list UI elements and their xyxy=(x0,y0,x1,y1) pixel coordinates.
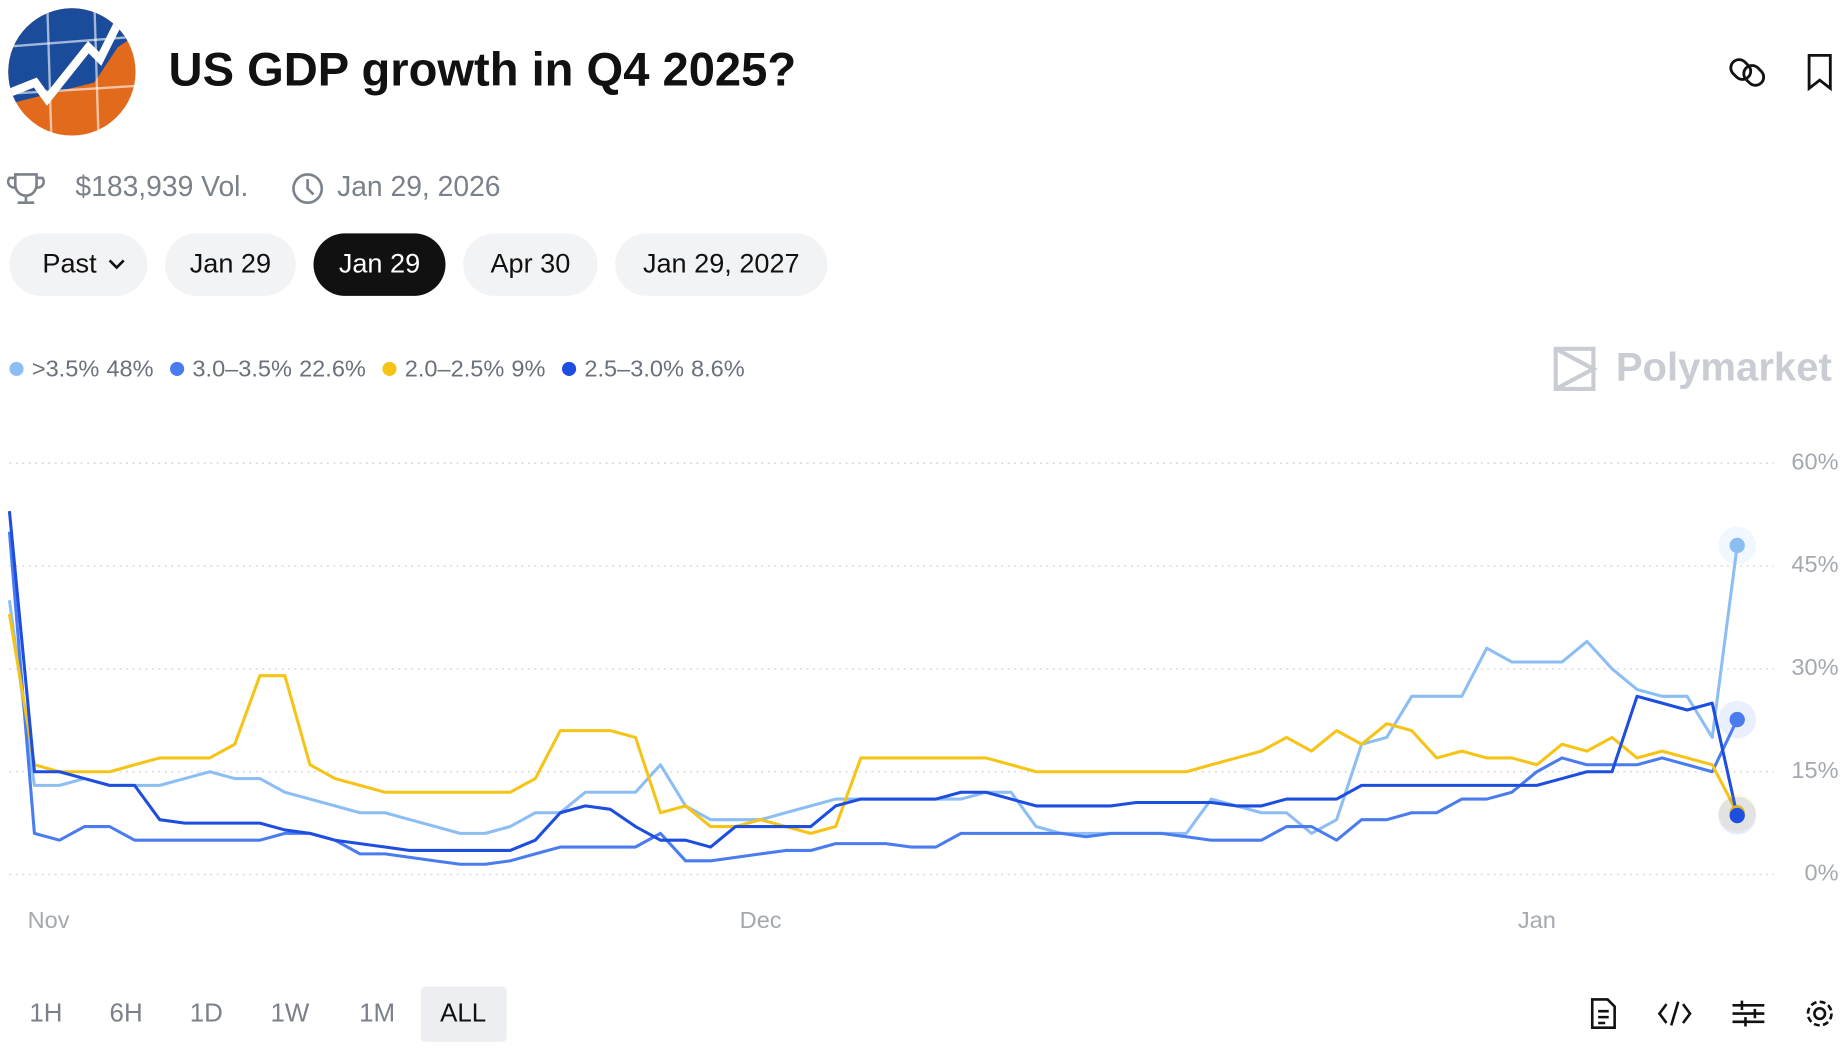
series-line xyxy=(7,531,1739,866)
legend-value: 48% xyxy=(106,355,153,381)
range-label: 1H xyxy=(29,1000,62,1028)
legend-value: 8.6% xyxy=(691,355,745,381)
tab-label: Apr 30 xyxy=(490,247,570,278)
tab-bg xyxy=(313,233,446,296)
range-button[interactable]: 1H xyxy=(29,1000,62,1028)
range-label: 1W xyxy=(270,1000,309,1028)
series-line xyxy=(7,511,1739,852)
range-button[interactable]: 1W xyxy=(270,1000,309,1028)
bookmark-button[interactable] xyxy=(1807,53,1832,92)
embed-button[interactable] xyxy=(1657,1001,1692,1026)
series-line xyxy=(7,613,1739,835)
dropdown-caret xyxy=(108,259,125,270)
legend-dot xyxy=(170,361,185,376)
settings-button[interactable] xyxy=(1806,1000,1833,1027)
x-tick-label: Dec xyxy=(740,907,782,933)
y-tick-label: 30% xyxy=(1791,654,1838,680)
date-tab[interactable]: Jan 29 xyxy=(313,233,446,296)
link-button[interactable] xyxy=(1727,56,1767,89)
date-tab[interactable]: Past xyxy=(9,233,148,296)
tab-bg xyxy=(615,233,828,296)
y-tick-label: 60% xyxy=(1791,448,1838,474)
endpoint-dot xyxy=(1729,711,1745,728)
volume: $183,939 Vol. xyxy=(75,170,248,202)
date-tab[interactable]: Jan 29, 2027 xyxy=(615,233,828,296)
endpoint-dot xyxy=(1729,537,1745,554)
series-line xyxy=(7,545,1739,835)
y-tick-label: 0% xyxy=(1805,860,1839,886)
watermark-text: Polymarket xyxy=(1616,346,1832,390)
x-tick-label: Jan xyxy=(1518,907,1556,933)
range-button[interactable]: 1M xyxy=(359,1000,395,1028)
range-label: 1D xyxy=(190,1000,223,1028)
market-title: US GDP growth in Q4 2025? xyxy=(169,43,797,96)
date-tab[interactable]: Apr 30 xyxy=(463,233,598,296)
market-logo xyxy=(8,8,136,136)
plot: 0% 15% 30% 45% 60% Nov Dec Jan xyxy=(7,448,1839,933)
legend-value: 9% xyxy=(511,355,545,381)
range-label: 1M xyxy=(359,1000,395,1028)
trophy-icon xyxy=(6,173,45,205)
range-label: ALL xyxy=(440,1000,486,1028)
date-tabs: Past Jan 29 Jan 29 Apr 30 Jan 29, 2027 xyxy=(9,233,828,296)
legend-dot xyxy=(382,361,397,376)
watermark: Polymarket xyxy=(1553,346,1832,391)
chart-tools xyxy=(1590,998,1833,1030)
tab-bg xyxy=(9,233,148,296)
endpoint-dot xyxy=(1729,807,1745,824)
range-label: 6H xyxy=(110,1000,143,1028)
clock-icon xyxy=(292,173,324,205)
tab-label: Jan 29, 2027 xyxy=(643,247,800,278)
tab-bg xyxy=(165,233,296,296)
time-ranges: 1H 6H 1D 1W 1M ALL xyxy=(29,986,507,1042)
y-tick-label: 15% xyxy=(1791,757,1838,783)
tab-bg xyxy=(463,233,598,296)
legend-value: 22.6% xyxy=(299,355,366,381)
legend-name: 2.0–2.5% xyxy=(405,355,505,381)
doc-button[interactable] xyxy=(1590,998,1616,1030)
range-button[interactable]: 6H xyxy=(110,1000,143,1028)
tab-label: Past xyxy=(42,247,97,278)
range-bg xyxy=(420,986,507,1042)
legend-dot xyxy=(9,361,24,376)
x-tick-label: Nov xyxy=(28,907,70,933)
range-button[interactable]: ALL xyxy=(420,986,507,1042)
legend-name: >3.5% xyxy=(32,355,100,381)
tab-label: Jan 29 xyxy=(339,247,420,278)
end-date: Jan 29, 2026 xyxy=(337,170,500,202)
filter-button[interactable] xyxy=(1732,1000,1765,1027)
tab-label: Jan 29 xyxy=(190,247,271,278)
y-tick-label: 45% xyxy=(1791,551,1838,577)
legend-name: 3.0–3.5% xyxy=(192,355,292,381)
legend-name: 2.5–3.0% xyxy=(584,355,684,381)
legend: >3.5% 48% 3.0–3.5% 22.6% 2.0–2.5% 9% 2.5–3.0% 8… xyxy=(9,355,745,381)
range-button[interactable]: 1D xyxy=(190,1000,223,1028)
date-tab[interactable]: Jan 29 xyxy=(165,233,296,296)
legend-dot xyxy=(561,361,577,376)
